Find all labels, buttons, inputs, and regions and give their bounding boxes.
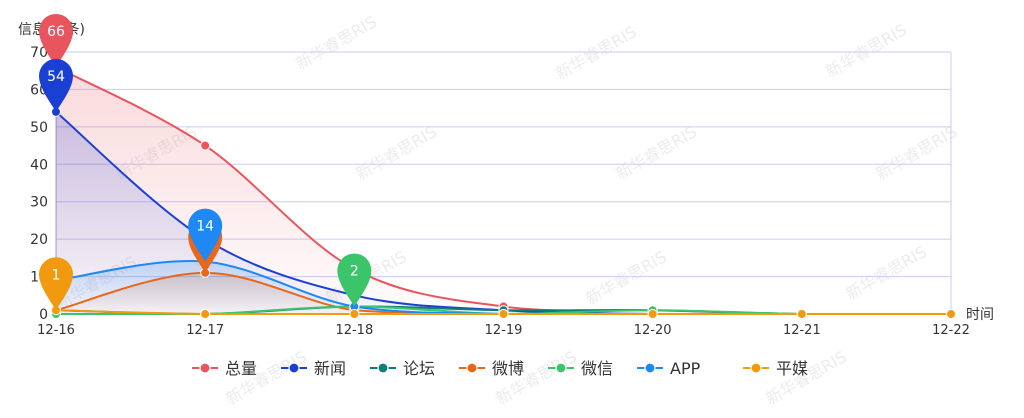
legend-swatch-dot (750, 362, 762, 374)
legend-swatch-dot (555, 362, 567, 374)
legend-label: 微信 (581, 359, 613, 378)
watermark-text: 新华睿思RIS (823, 20, 910, 81)
watermark-text: 新华睿思RIS (873, 122, 960, 183)
legend[interactable]: 总量 新闻 论坛 微博 微信 APP 平媒 (192, 359, 808, 378)
x-axis-title: 时间 (966, 307, 994, 323)
y-tick-label: 50 (30, 120, 48, 136)
watermark-text: 新华睿思RIS (843, 242, 930, 303)
watermark-text: 新华睿思RIS (613, 122, 700, 183)
legend-label: 论坛 (403, 359, 435, 378)
point-平媒[interactable] (498, 309, 509, 319)
legend-item-总量[interactable]: 总量 (192, 359, 257, 378)
x-tick-label: 12-21 (783, 323, 821, 338)
watermark-text: 新华睿思RIS (583, 247, 670, 308)
legend-label: 平媒 (776, 359, 808, 378)
legend-item-微博[interactable]: 微博 (459, 359, 524, 378)
x-tick-label: 12-17 (186, 323, 224, 338)
x-tick-label: 12-20 (634, 323, 672, 338)
data-points (51, 61, 956, 319)
legend-item-新闻[interactable]: 新闻 (281, 359, 346, 378)
legend-item-APP[interactable]: APP (637, 359, 701, 378)
legend-item-平媒[interactable]: 平媒 (743, 359, 808, 378)
y-tick-label: 20 (30, 232, 48, 248)
pin-label: 66 (47, 24, 65, 40)
pin-label: 54 (47, 69, 65, 85)
pin-label: 2 (350, 264, 359, 280)
y-tick-label: 70 (30, 45, 48, 61)
point-平媒[interactable] (349, 309, 360, 319)
watermark-text: 新华睿思RIS (553, 22, 640, 83)
legend-swatch-dot (466, 362, 478, 374)
pin-label: 14 (196, 219, 214, 235)
watermark-text: 新华睿思RIS (353, 122, 440, 183)
point-总量[interactable] (200, 140, 211, 151)
legend-label: APP (670, 359, 701, 378)
area-fills (56, 66, 951, 314)
point-平媒[interactable] (647, 309, 658, 319)
area-APP (56, 260, 951, 314)
legend-item-论坛[interactable]: 论坛 (370, 359, 435, 378)
x-tick-label: 12-22 (932, 323, 970, 338)
point-平媒[interactable] (796, 309, 807, 319)
y-tick-label: 40 (30, 157, 48, 173)
area-总量 (56, 66, 951, 314)
legend-item-微信[interactable]: 微信 (548, 359, 613, 378)
point-平媒[interactable] (946, 309, 956, 319)
pin-总量 (39, 13, 73, 67)
pin-新闻 (39, 58, 73, 112)
pin-label: 1 (52, 267, 61, 283)
y-tick-label: 30 (30, 195, 48, 211)
legend-label: 微博 (492, 359, 524, 378)
x-tick-label: 12-16 (37, 323, 75, 338)
watermark-text: 新华睿思RIS (293, 12, 380, 73)
point-平媒[interactable] (200, 309, 211, 319)
pin-平媒 (39, 257, 73, 311)
axes: 信息量(条) 时间 01020304050607012-1612-1712-18… (18, 21, 994, 338)
x-tick-label: 12-18 (335, 323, 373, 338)
legend-label: 总量 (225, 359, 257, 378)
legend-swatch-dot (199, 362, 211, 374)
y-tick-label: 0 (39, 307, 48, 323)
value-pins: 66 54 14 2 1 (39, 13, 372, 311)
pin-微信 (337, 253, 372, 307)
pin-APP (188, 208, 223, 262)
legend-swatch-dot (377, 362, 389, 374)
legend-swatch-dot (644, 362, 656, 374)
legend-swatch-dot (288, 362, 300, 374)
legend-label: 新闻 (314, 359, 346, 378)
x-tick-label: 12-19 (485, 323, 523, 338)
